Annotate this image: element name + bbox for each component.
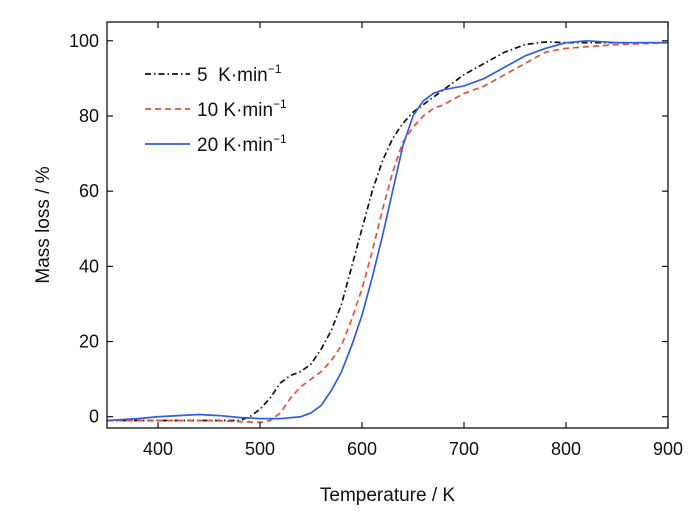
legend: 5 K·min−1 10 K·min−1 20 K·min−1 xyxy=(145,62,287,156)
legend-label-1: 5 K·min−1 xyxy=(197,62,282,86)
y-tick-label: 60 xyxy=(79,181,99,201)
y-tick-label: 20 xyxy=(79,332,99,352)
x-tick-label: 900 xyxy=(653,439,683,459)
x-tick-label: 800 xyxy=(551,439,581,459)
plot-frame xyxy=(106,21,669,429)
legend-label-3: 20 K·min−1 xyxy=(197,132,287,156)
x-axis-title: Temperature / K xyxy=(320,485,455,506)
x-tick-label: 400 xyxy=(143,439,173,459)
series-line-2 xyxy=(107,41,668,424)
y-tick-label: 80 xyxy=(79,106,99,126)
x-tick-label: 500 xyxy=(245,439,275,459)
x-tick-label: 600 xyxy=(347,439,377,459)
series-line-1 xyxy=(107,41,668,422)
series-line-3 xyxy=(107,39,668,422)
legend-label-2: 10 K·min−1 xyxy=(197,97,287,121)
x-tick-label: 700 xyxy=(449,439,479,459)
y-tick-label: 0 xyxy=(89,407,99,427)
axes: 400 500 600 700 800 900 0 20 40 60 80 100 xyxy=(69,21,683,459)
y-axis-title: Mass loss / % xyxy=(33,166,54,283)
plot-area xyxy=(107,39,668,424)
y-tick-label: 40 xyxy=(79,256,99,276)
y-tick-label: 100 xyxy=(69,31,99,51)
